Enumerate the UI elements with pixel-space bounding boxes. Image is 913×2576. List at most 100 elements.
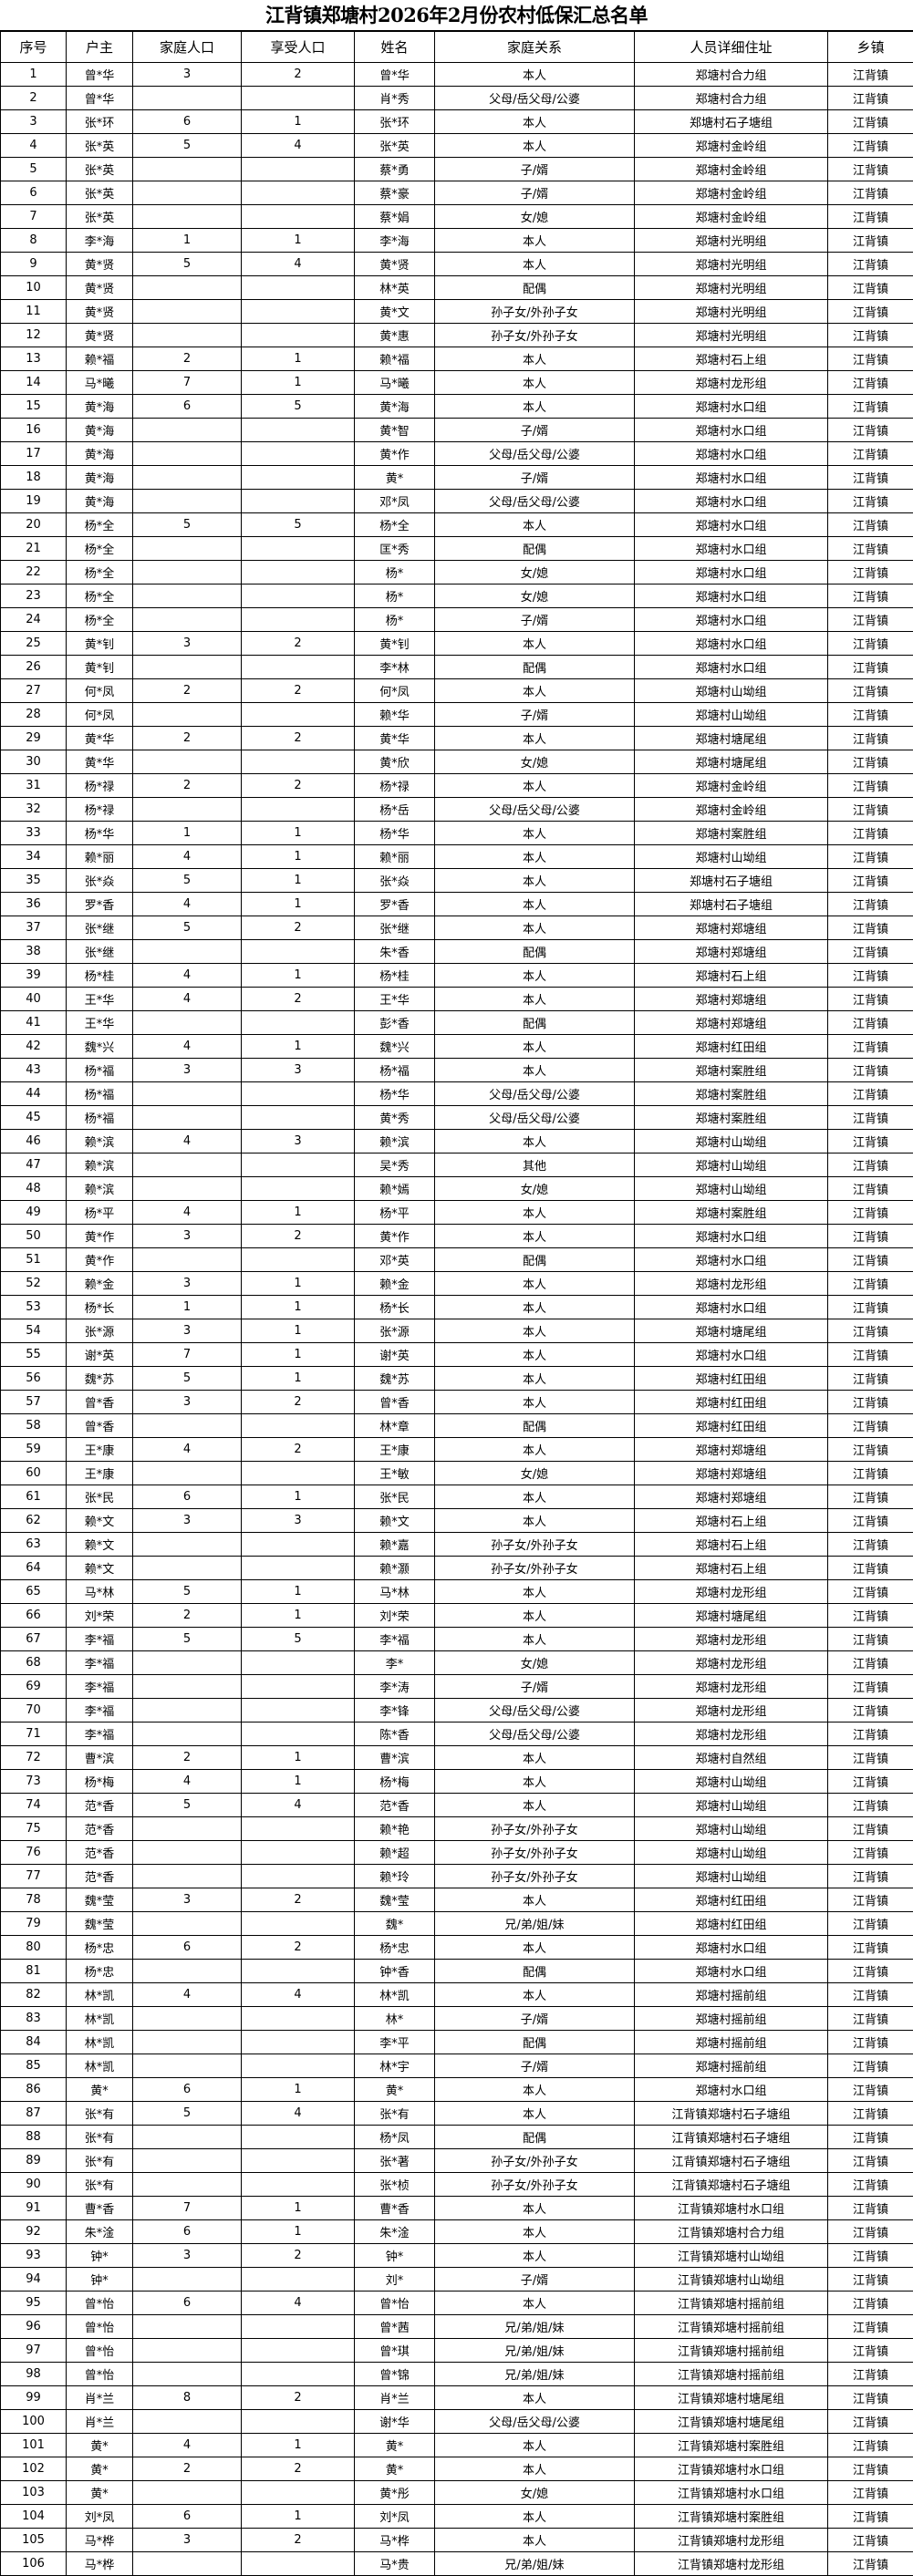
column-header-name: 姓名 — [355, 32, 435, 63]
cell-relation: 本人 — [435, 2220, 635, 2244]
cell-family-size — [133, 1675, 242, 1699]
cell-relation: 女/媳 — [435, 750, 635, 774]
cell-name: 蔡*娟 — [355, 205, 435, 229]
cell-relation: 其他 — [435, 1154, 635, 1177]
cell-household-head: 张*有 — [67, 2102, 133, 2126]
cell-household-head: 肖*兰 — [67, 2410, 133, 2434]
cell-household-head: 曹*滨 — [67, 1746, 133, 1770]
cell-name: 赖*嘉 — [355, 1533, 435, 1557]
cell-relation: 本人 — [435, 1059, 635, 1082]
cell-household-head: 曾*怡 — [67, 2292, 133, 2315]
cell-household-head: 杨*忠 — [67, 1960, 133, 1983]
cell-household-head: 张*民 — [67, 1485, 133, 1509]
cell-name: 王*康 — [355, 1438, 435, 1462]
cell-family-size: 2 — [133, 2457, 242, 2481]
cell-relation: 子/婿 — [435, 2054, 635, 2078]
cell-family-size — [133, 1462, 242, 1485]
cell-town: 江背镇 — [828, 442, 913, 466]
cell-address: 郑塘村自然组 — [635, 1746, 828, 1770]
cell-family-size — [133, 2031, 242, 2054]
cell-relation: 本人 — [435, 1770, 635, 1794]
cell-relation: 本人 — [435, 2244, 635, 2268]
cell-household-head: 赖*滨 — [67, 1154, 133, 1177]
cell-family-size: 4 — [133, 1201, 242, 1225]
cell-benefit-count — [242, 158, 355, 181]
cell-family-size — [133, 1841, 242, 1865]
cell-name: 朱*香 — [355, 940, 435, 964]
cell-family-size: 3 — [133, 1888, 242, 1912]
cell-benefit-count: 2 — [242, 1438, 355, 1462]
cell-address: 郑塘村山坳组 — [635, 679, 828, 703]
cell-address: 郑塘村金岭组 — [635, 205, 828, 229]
cell-town: 江背镇 — [828, 395, 913, 419]
cell-address: 郑塘村水口组 — [635, 1343, 828, 1367]
cell-family-size: 7 — [133, 1343, 242, 1367]
cell-family-size — [133, 1177, 242, 1201]
cell-name: 张*源 — [355, 1319, 435, 1343]
cell-benefit-count: 1 — [242, 1343, 355, 1367]
cell-benefit-count — [242, 276, 355, 300]
cell-seq: 93 — [1, 2244, 67, 2268]
cell-seq: 66 — [1, 1604, 67, 1628]
cell-name: 黄* — [355, 2078, 435, 2102]
cell-address: 郑塘村水口组 — [635, 395, 828, 419]
cell-household-head: 黄*海 — [67, 442, 133, 466]
cell-seq: 39 — [1, 964, 67, 988]
cell-seq: 52 — [1, 1272, 67, 1296]
cell-address: 郑塘村龙形组 — [635, 1675, 828, 1699]
cell-town: 江背镇 — [828, 2054, 913, 2078]
cell-town: 江背镇 — [828, 1106, 913, 1130]
cell-household-head: 曾*华 — [67, 87, 133, 110]
cell-household-head: 杨*全 — [67, 513, 133, 537]
cell-address: 郑塘村光明组 — [635, 324, 828, 347]
cell-benefit-count — [242, 490, 355, 513]
cell-family-size — [133, 1912, 242, 1936]
cell-relation: 本人 — [435, 916, 635, 940]
cell-benefit-count: 3 — [242, 1130, 355, 1154]
cell-name: 赖*福 — [355, 347, 435, 371]
cell-household-head: 黄*作 — [67, 1248, 133, 1272]
cell-benefit-count — [242, 1675, 355, 1699]
cell-relation: 父母/岳父母/公婆 — [435, 87, 635, 110]
cell-family-size — [133, 537, 242, 561]
cell-address: 江背镇郑塘村龙形组 — [635, 2529, 828, 2552]
cell-seq: 67 — [1, 1628, 67, 1651]
cell-name: 刘* — [355, 2268, 435, 2292]
cell-address: 郑塘村摇前组 — [635, 2054, 828, 2078]
cell-household-head: 曹*香 — [67, 2197, 133, 2220]
cell-household-head: 李*福 — [67, 1628, 133, 1651]
cell-benefit-count: 5 — [242, 513, 355, 537]
cell-household-head: 黄*海 — [67, 466, 133, 490]
cell-seq: 98 — [1, 2363, 67, 2386]
cell-address: 郑塘村案胜组 — [635, 1106, 828, 1130]
cell-relation: 本人 — [435, 774, 635, 798]
cell-town: 江背镇 — [828, 774, 913, 798]
cell-family-size — [133, 300, 242, 324]
cell-seq: 51 — [1, 1248, 67, 1272]
cell-town: 江背镇 — [828, 2078, 913, 2102]
cell-relation: 本人 — [435, 679, 635, 703]
cell-town: 江背镇 — [828, 1438, 913, 1462]
cell-address: 江背镇郑塘村石子塘组 — [635, 2173, 828, 2197]
cell-seq: 38 — [1, 940, 67, 964]
column-header-town: 乡镇 — [828, 32, 913, 63]
cell-name: 曹*香 — [355, 2197, 435, 2220]
cell-household-head: 林*凯 — [67, 2054, 133, 2078]
cell-benefit-count: 4 — [242, 253, 355, 276]
cell-relation: 孙子女/外孙子女 — [435, 1533, 635, 1557]
cell-seq: 64 — [1, 1557, 67, 1580]
cell-seq: 70 — [1, 1699, 67, 1723]
cell-name: 黄* — [355, 2434, 435, 2457]
cell-benefit-count — [242, 1011, 355, 1035]
page-title: 江背镇郑塘村2026年2月份农村低保汇总名单 — [0, 0, 913, 31]
